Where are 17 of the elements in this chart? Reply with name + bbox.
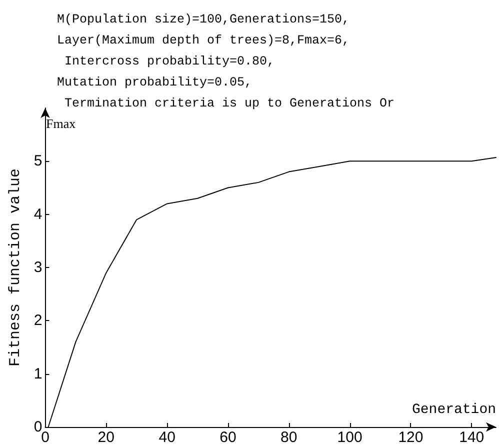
y-tick-label: 3 — [34, 259, 42, 276]
y-axis-title: Fitness function value — [7, 168, 24, 367]
x-tick-label: 40 — [158, 429, 176, 446]
chart-title: M(Population size)=100,Generations=150, Layer(Maximum depth of trees)=8,Fmax=6, Intercross probability=0.80, Mutation probability=0.05, Termination criteria is up to Generations Or — [57, 12, 395, 110]
x-tick-label: 60 — [220, 429, 236, 446]
x-tick-label: 140 — [459, 429, 484, 446]
x-tick-label: 80 — [280, 429, 298, 446]
x-tick-label: 120 — [398, 429, 424, 446]
y-tick-label: 4 — [34, 206, 42, 223]
y-tick-label: 5 — [34, 152, 42, 170]
x-tick-label: 20 — [98, 429, 114, 446]
x-axis-title: Generation — [412, 402, 496, 418]
y-tick-label: 1 — [34, 365, 42, 382]
y-tick-label: 0 — [34, 418, 42, 436]
y-tick-label: 2 — [34, 312, 42, 330]
x-tick-label: 100 — [337, 429, 362, 446]
annotation: Fmax — [46, 116, 76, 131]
